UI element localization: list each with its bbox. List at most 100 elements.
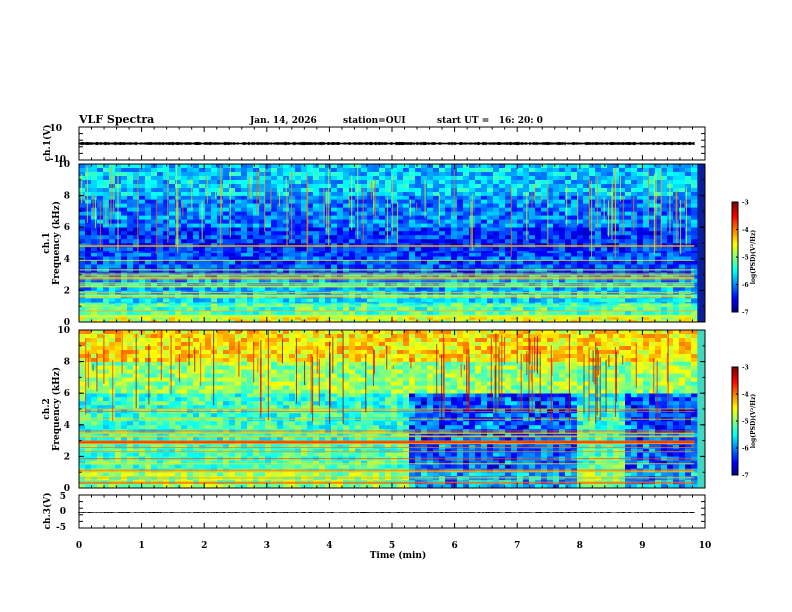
ch1-spectrogram-cell <box>469 260 476 265</box>
ch1-spectrogram-cell <box>415 223 422 228</box>
ch1-spectrogram-cell <box>457 180 464 185</box>
ch1-spectrogram-cell <box>529 278 536 283</box>
ch1-spectrogram-cell <box>421 315 428 320</box>
ch1-spectrogram-cell <box>271 251 278 253</box>
ch1-spectrogram-cell <box>529 223 536 228</box>
ch1-spectrogram-cell <box>325 180 332 185</box>
ch1-spectrogram-colorbar-swatch <box>732 293 738 296</box>
ch1-spectrogram-cell <box>637 168 644 173</box>
ch1-spectrogram-cell <box>595 219 602 224</box>
ch1-spectrogram-cell <box>613 227 620 232</box>
ch1-spectrogram-cell <box>295 252 302 257</box>
ch1-spectrogram-cell <box>421 188 428 193</box>
ch1-spectrogram-cell <box>157 231 164 236</box>
ch1-spectrogram-cell <box>499 235 506 240</box>
ch1-spectrogram-cell <box>553 164 560 169</box>
ch1-spectrogram-cell <box>331 268 338 273</box>
ch1-spectrogram-cell <box>253 192 260 196</box>
ch1-spectrogram-cell <box>637 251 644 253</box>
ch1-spectrogram-cell <box>343 298 350 303</box>
ch1-spectrogram-cell <box>133 319 140 323</box>
ch1-spectrogram-cell <box>121 315 128 320</box>
ch2-spectrogram-cell <box>211 472 218 477</box>
ch1-spectrogram-cell <box>649 199 656 204</box>
ch1-spectrogram-cell <box>247 211 254 216</box>
ch1-spectrogram-cell <box>217 231 224 236</box>
ch1-spectrogram-cell <box>517 286 524 291</box>
ch1-spectrogram-cell <box>109 235 116 240</box>
ch1-spectrogram-cell <box>325 264 332 269</box>
ch1-spectrogram-cell <box>373 207 380 212</box>
ch1-spectrogram-cell <box>361 264 368 269</box>
ch1-spectrogram-cell <box>289 176 296 181</box>
ch1-spectrogram-cell <box>379 188 386 193</box>
ch1-spectrogram-cell <box>109 286 116 291</box>
ch1-spectrogram-cell <box>403 203 410 208</box>
ch1-spectrogram-cell <box>403 298 410 303</box>
ch1-spectrogram-cell <box>625 219 632 224</box>
ch1-spectrogram-cell <box>145 184 152 189</box>
ch1-spectrogram-cell <box>667 252 674 257</box>
ch1-spectrogram-cell <box>109 195 116 200</box>
ch1-spectrogram-cell <box>109 207 116 212</box>
ch1-spectrogram-cell <box>523 219 530 224</box>
ch1-spectrogram-cell <box>373 176 380 181</box>
ch1-spectrogram-cell <box>577 260 584 265</box>
ch1-spectrogram-cell <box>577 207 584 212</box>
ch1-spectrogram-cell <box>373 188 380 193</box>
ch1-spectrogram-cell <box>277 227 284 232</box>
ch1-spectrogram-cell <box>475 315 482 320</box>
ch1-spectrogram-cell <box>415 307 422 312</box>
ch1-spectrogram-cell <box>385 168 392 173</box>
ch1-spectrogram-cell <box>247 268 254 273</box>
ch1-spectrogram-cell <box>373 164 380 169</box>
ch1-spectrogram-cell <box>229 207 236 212</box>
ch1-spectrogram-cell <box>421 180 428 185</box>
ch1-spectrogram-cell <box>577 307 584 312</box>
ch1-spectrogram-colorbar-swatch <box>732 220 738 223</box>
ch1-spectrogram-cell <box>85 286 92 291</box>
ch1-spectrogram-cell <box>265 247 272 252</box>
ch1-spectrogram-cell <box>379 207 386 212</box>
ch1-spectrogram-cell <box>391 251 398 253</box>
ch1-spectrogram-cell <box>289 231 296 236</box>
ch1-spectrogram-cell <box>217 302 224 304</box>
ch1-spectrogram-colorbar-swatch <box>732 295 738 298</box>
ch1-spectrogram-cell <box>331 278 338 283</box>
ch1-spectrogram-cell <box>163 286 170 291</box>
ch1-spectrogram-cell <box>313 199 320 204</box>
ch1-spectrogram-cell <box>553 215 560 220</box>
ch1-spectrogram-cell <box>499 239 506 244</box>
ch1-spectrogram-cell <box>475 282 482 287</box>
ch1-spectrogram-cell <box>91 307 98 312</box>
ch1-spectrogram-cell <box>367 211 374 216</box>
ch1-spectrogram-colorbar-swatch <box>732 275 738 278</box>
ch1-spectrogram-cell <box>367 215 374 220</box>
ch1-spectrogram-cell <box>229 172 236 177</box>
ch1-spectrogram-cell <box>361 219 368 224</box>
ch1-spectrogram-cell <box>295 298 302 303</box>
ch1-spectrogram-cell <box>409 203 416 208</box>
ch1-spectrogram-cell <box>175 319 182 323</box>
ch1-spectrogram-cell <box>217 260 224 265</box>
ch1-spectrogram-cell <box>595 256 602 261</box>
ch1-spectrogram-cell <box>655 307 662 312</box>
ch1-spectrogram-cell <box>541 311 548 316</box>
ch1-spectrogram-cell <box>223 256 230 261</box>
ch1-spectrogram-cell <box>295 192 302 196</box>
ch1-spectrogram-cell <box>415 315 422 320</box>
ch1-spectrogram-cell <box>571 247 578 252</box>
ch1-spectrogram-cell <box>373 256 380 261</box>
ch1-spectrogram-cell <box>595 307 602 312</box>
ch1-spectrogram-cell <box>565 268 572 273</box>
ch1-spectrogram-cell <box>403 184 410 189</box>
ch1-spectrogram-cell <box>613 302 620 304</box>
ch1-spectrogram-cell <box>403 199 410 204</box>
ch1-spectrogram-cell <box>655 211 662 216</box>
ch1-spectrogram-cell <box>289 219 296 224</box>
ch1-spectrogram-cell <box>685 235 692 240</box>
ch1-spectrogram-cell <box>487 215 494 220</box>
ch1-spectrogram-cell <box>415 227 422 232</box>
ch1-spectrogram-cell <box>97 282 104 287</box>
ch1-spectrogram-cell <box>487 256 494 261</box>
